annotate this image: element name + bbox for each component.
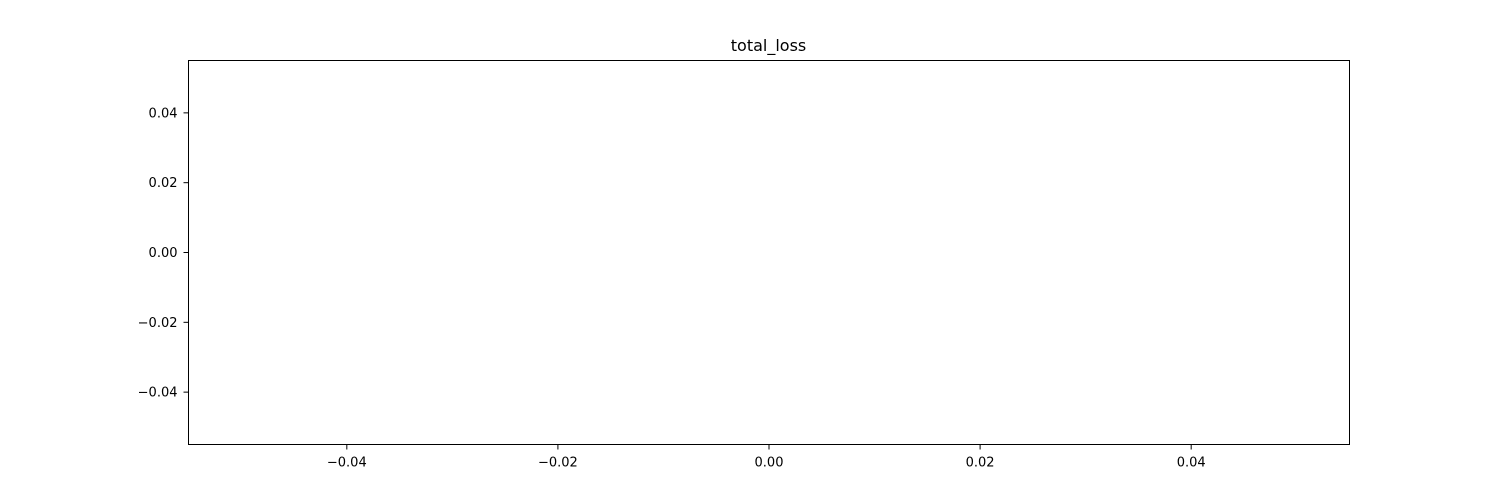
plot-area [188,60,1350,445]
y-tick-label: 0.00 [149,246,178,261]
chart-title: total_loss [731,36,807,56]
x-tick-label: 0.02 [966,456,995,471]
y-tick-label: −0.02 [138,316,178,331]
x-tick-label: 0.04 [1177,456,1206,471]
y-tick-label: 0.04 [149,106,178,121]
x-tick-label: −0.04 [327,456,367,471]
y-tick-label: −0.04 [138,386,178,401]
x-tick-label: −0.02 [538,456,578,471]
y-tick-label: 0.02 [149,176,178,191]
y-axis: −0.04 −0.02 0.00 0.02 0.04 [138,106,189,401]
x-axis: −0.04 −0.02 0.00 0.02 0.04 [327,444,1206,471]
x-tick-label: 0.00 [755,456,784,471]
